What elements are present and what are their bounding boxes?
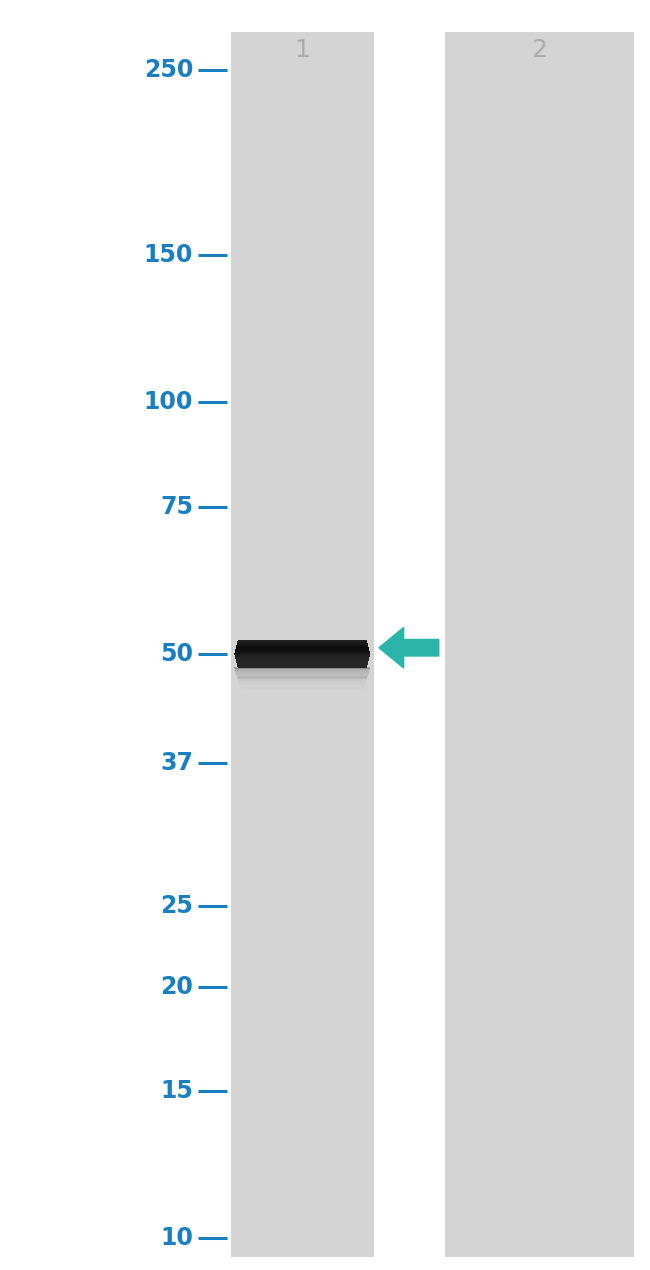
Text: 100: 100 — [144, 390, 193, 414]
Text: 75: 75 — [160, 495, 193, 519]
Text: 50: 50 — [160, 643, 193, 665]
Text: 150: 150 — [144, 244, 193, 267]
Text: 250: 250 — [144, 58, 193, 81]
Text: 25: 25 — [160, 894, 193, 918]
Text: 20: 20 — [160, 974, 193, 998]
FancyArrow shape — [379, 627, 439, 668]
Text: 2: 2 — [532, 38, 547, 62]
Bar — [445, 32, 634, 1257]
Text: 15: 15 — [160, 1080, 193, 1104]
Bar — [231, 32, 374, 1257]
Text: 37: 37 — [160, 752, 193, 776]
Text: 1: 1 — [294, 38, 310, 62]
Text: 10: 10 — [160, 1227, 193, 1250]
